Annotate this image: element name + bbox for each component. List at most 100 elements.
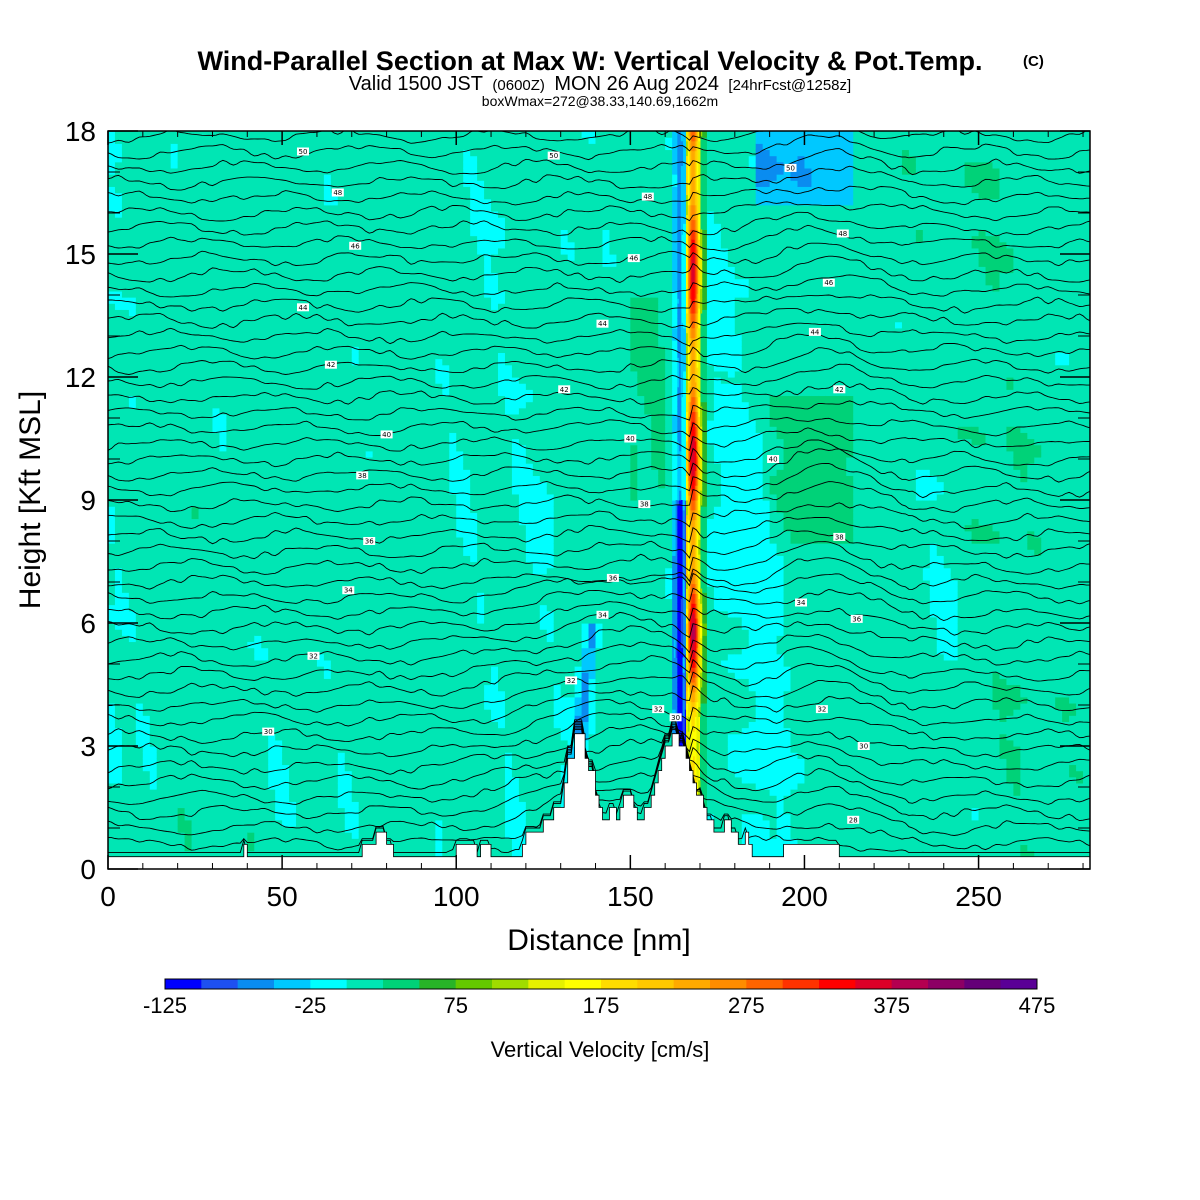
field-cell-4809 xyxy=(386,807,395,815)
field-cell-3377 xyxy=(303,758,311,766)
field-cell-4913 xyxy=(386,167,395,175)
field-cell-3689 xyxy=(316,315,325,323)
field-cell-1543 xyxy=(191,229,200,237)
field-cell-1924 xyxy=(219,838,227,845)
field-cell-612 xyxy=(142,789,151,796)
field-cell-4532 xyxy=(365,297,374,304)
field-cell-4380 xyxy=(358,493,367,501)
field-cell-4584 xyxy=(372,715,381,722)
field-cell-1536 xyxy=(191,272,200,280)
field-cell-604 xyxy=(142,838,151,845)
field-cell-2952 xyxy=(275,420,283,427)
field-cell-517 xyxy=(135,635,144,643)
field-cell-4371 xyxy=(358,549,367,556)
field-cell-3523 xyxy=(309,598,318,606)
field-cell-4877 xyxy=(386,389,395,397)
field-cell-4405 xyxy=(358,340,367,347)
field-cell-3197 xyxy=(289,389,297,397)
field-cell-3049 xyxy=(282,561,290,569)
field-cell-4408 xyxy=(358,321,367,329)
field-cell-3911 xyxy=(330,426,339,433)
field-cell-2646 xyxy=(261,825,269,833)
field-cell-4988 xyxy=(393,444,402,452)
field-cell-357 xyxy=(121,143,130,151)
field-cell-1958 xyxy=(219,629,227,636)
field-cell-2913 xyxy=(275,659,283,667)
field-cell-2757 xyxy=(261,143,269,151)
field-cell-4424 xyxy=(358,223,367,230)
field-cell-755 xyxy=(149,647,158,655)
field-cell-2437 xyxy=(247,635,255,643)
field-cell-2036 xyxy=(219,149,227,157)
field-cell-1597 xyxy=(198,635,207,643)
field-cell-2465 xyxy=(247,463,255,470)
field-cell-1710 xyxy=(205,678,214,686)
field-cell-4148 xyxy=(344,444,353,452)
field-cell-3430 xyxy=(303,432,311,440)
field-cell-331 xyxy=(121,303,130,310)
field-cell-1623 xyxy=(198,475,207,483)
field-cell-403 xyxy=(128,598,137,606)
field-cell-2653 xyxy=(261,782,269,790)
field-cell-1523 xyxy=(191,352,200,360)
field-cell-4359 xyxy=(358,623,367,630)
field-cell-3291 xyxy=(296,549,304,556)
field-cell-2208 xyxy=(233,567,241,575)
field-cell-3166 xyxy=(289,579,297,587)
field-cell-3462 xyxy=(303,235,311,243)
field-cell-3440 xyxy=(303,370,311,378)
field-cell-3188 xyxy=(289,444,297,452)
field-cell-4084 xyxy=(344,838,353,845)
field-cell-4606 xyxy=(372,579,381,587)
field-cell-1205 xyxy=(177,832,186,839)
field-cell-942 xyxy=(156,235,165,243)
field-cell-3608 xyxy=(316,813,325,821)
field-cell-3769 xyxy=(323,561,332,569)
field-cell-3359 xyxy=(296,131,304,138)
field-cell-806 xyxy=(149,333,158,341)
field-cell-2169 xyxy=(233,807,241,815)
field-cell-2814 xyxy=(268,530,276,538)
field-cell-3584 xyxy=(309,223,318,230)
field-cell-2067 xyxy=(226,696,234,704)
field-cell-1842 xyxy=(212,604,221,612)
field-cell-3939 xyxy=(330,254,339,261)
field-cell-4869 xyxy=(386,438,395,446)
field-cell-1922 xyxy=(219,850,227,858)
field-cell-2317 xyxy=(240,635,248,643)
field-cell-776 xyxy=(149,518,158,526)
field-cell-1669 xyxy=(198,192,207,200)
field-cell-1258 xyxy=(177,506,186,513)
field-cell-1115 xyxy=(170,647,179,655)
field-cell-3013 xyxy=(282,782,290,790)
field-cell-3831 xyxy=(323,180,332,187)
field-cell-3714 xyxy=(316,161,325,169)
field-cell-422 xyxy=(128,481,137,489)
field-cell-823 xyxy=(149,229,158,237)
field-cell-1436 xyxy=(184,149,193,157)
field-cell-486 xyxy=(135,825,144,833)
field-cell-3455 xyxy=(303,278,311,286)
field-cell-2411 xyxy=(247,795,255,802)
field-cell-4216 xyxy=(351,764,360,772)
field-cell-496 xyxy=(135,764,144,772)
field-cell-4740 xyxy=(379,493,388,501)
field-cell-1249 xyxy=(177,561,186,569)
field-cell-3461 xyxy=(303,241,311,249)
field-cell-2961 xyxy=(275,364,283,372)
field-cell-2302 xyxy=(240,727,248,735)
field-cell-1265 xyxy=(177,463,186,470)
field-cell-2985 xyxy=(275,217,283,224)
field-cell-877 xyxy=(156,635,165,643)
field-cell-1870 xyxy=(212,432,221,440)
field-cell-3508 xyxy=(309,690,318,698)
field-cell-455 xyxy=(128,278,137,286)
field-cell-798 xyxy=(149,383,158,390)
field-cell-298 xyxy=(121,506,130,513)
field-cell-1850 xyxy=(212,555,221,563)
field-cell-2343 xyxy=(240,475,248,483)
field-cell-3966 xyxy=(337,825,346,833)
field-cell-1883 xyxy=(212,352,221,360)
field-cell-1682 xyxy=(205,850,214,858)
field-cell-2674 xyxy=(261,653,269,661)
